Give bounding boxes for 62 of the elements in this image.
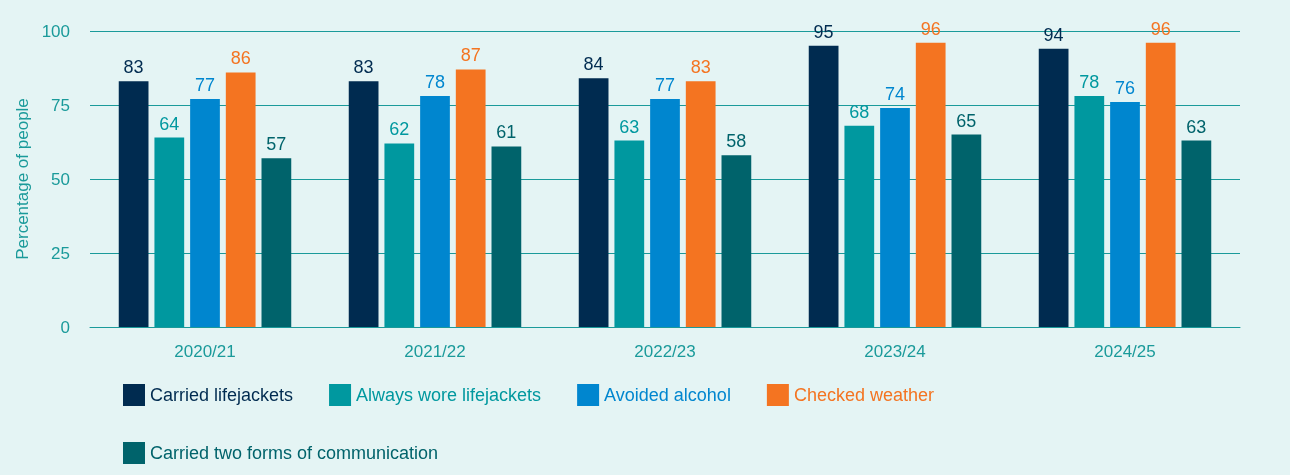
bar: [455, 69, 486, 327]
data-label: 65: [956, 110, 977, 131]
bar: [614, 140, 645, 327]
data-label: 74: [884, 83, 906, 104]
data-label: 87: [460, 45, 481, 66]
legend-label: Avoided alcohol: [604, 385, 731, 405]
y-axis-title: Percentage of people: [12, 98, 32, 260]
bar: [118, 81, 149, 327]
data-label: 83: [353, 57, 374, 78]
bar: [1074, 96, 1105, 327]
data-label: 77: [194, 75, 216, 96]
bar: [1145, 42, 1176, 327]
legend-label: Carried lifejackets: [150, 385, 294, 405]
legend-label: Checked weather: [793, 385, 934, 405]
data-label: 83: [123, 57, 144, 78]
bar: [420, 96, 450, 327]
data-label: 68: [849, 101, 870, 122]
y-tick-label: 0: [60, 317, 70, 337]
data-label: 62: [389, 119, 410, 140]
bar: [1110, 102, 1140, 327]
data-label: 77: [654, 75, 676, 96]
bar: [844, 125, 875, 327]
bar: [650, 99, 680, 327]
x-tick-label: 2022/23: [634, 342, 696, 361]
x-tick-label: 2021/22: [404, 342, 466, 361]
bar: [951, 134, 982, 327]
y-tick-label: 100: [41, 21, 70, 41]
bar: [154, 137, 185, 327]
data-label: 84: [583, 54, 604, 75]
bar: [1181, 140, 1212, 327]
bar: [261, 158, 292, 327]
data-label: 64: [159, 113, 180, 134]
bar: [915, 42, 946, 327]
data-label: 63: [619, 116, 640, 137]
bar: [225, 72, 256, 327]
bar: [348, 81, 379, 327]
data-label: 78: [424, 72, 446, 93]
data-label: 78: [1079, 72, 1100, 93]
y-tick-label: 50: [51, 169, 70, 189]
y-tick-label: 75: [51, 95, 70, 115]
bar: [721, 155, 752, 327]
data-label: 63: [1186, 116, 1207, 137]
bar: [1038, 48, 1069, 327]
data-label: 86: [230, 48, 251, 69]
x-tick-label: 2023/24: [864, 342, 926, 361]
legend-label: Carried two forms of communication: [150, 443, 439, 463]
bar: [808, 45, 839, 327]
x-tick-label: 2024/25: [1094, 342, 1156, 361]
bar: [491, 146, 522, 327]
data-label: 58: [726, 131, 747, 152]
legend-label: Always wore lifejackets: [356, 385, 542, 405]
bar: [384, 143, 415, 327]
bar: [880, 107, 910, 327]
data-label: 57: [266, 134, 287, 155]
x-tick-label: 2020/21: [174, 342, 236, 361]
bar: [190, 99, 220, 327]
data-label: 83: [690, 57, 711, 78]
data-label: 61: [496, 122, 517, 143]
bar: [685, 81, 716, 327]
y-tick-label: 25: [51, 243, 70, 263]
bar: [578, 78, 609, 327]
data-label: 76: [1114, 78, 1136, 99]
